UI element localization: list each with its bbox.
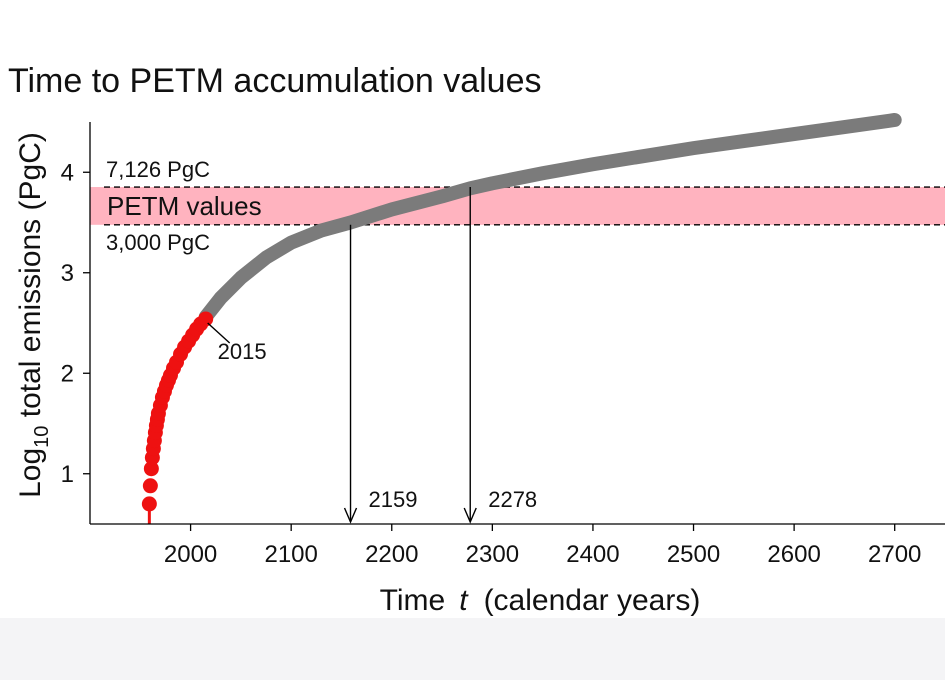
historical-point [143,461,159,477]
y-tick-label: 1 [61,461,74,488]
x-tick-label: 2300 [466,541,519,568]
x-label-var: t [459,584,469,617]
arrow-2159-head [343,507,358,524]
y-tick-label: 3 [61,260,74,287]
series-layer [141,112,902,524]
x-axis-label: Time t (calendar years) [380,584,701,617]
y-axis-label: Log10 total emissions (PgC) [14,132,53,498]
arrow-2278-head [463,507,477,524]
x-label-units: (calendar years) [484,584,701,617]
x-tick-label: 2200 [365,541,418,568]
annotation-2015-leader [207,322,231,344]
chart-title: Time to PETM accumulation values [8,62,542,100]
x-tick-label: 2100 [264,541,317,568]
annotation-2159-label: 2159 [369,487,418,512]
x-tick-label: 2000 [164,541,217,568]
historical-point [142,478,158,494]
band-lower-label: 3,000 PgC [106,230,210,255]
x-tick-label: 2500 [667,541,720,568]
band-label: PETM values [107,191,262,221]
y-tick-label: 4 [61,159,74,186]
annotation-2278-label: 2278 [488,487,537,512]
petm-band [90,187,945,225]
annotation-layer: 2015 2159 2278 [207,187,537,524]
historical-point [198,311,214,327]
band-upper-label: 7,126 PgC [106,157,210,182]
y-label-rest: total emissions (PgC) [14,132,47,425]
x-label-time: Time [380,584,446,617]
y-tick-label: 2 [61,360,74,387]
historical-point [141,496,157,512]
x-tick-label: 2700 [868,541,921,568]
annotation-2015-label: 2015 [218,339,267,364]
y-label-sub: 10 [31,426,53,448]
x-tick-label: 2400 [566,541,619,568]
y-label-log: Log [14,448,47,498]
footer-band [0,618,945,680]
tick-layer: 2000 2100 2200 2300 2400 2500 2600 2700 1 2 3 4 [61,159,922,568]
x-tick-label: 2600 [767,541,820,568]
